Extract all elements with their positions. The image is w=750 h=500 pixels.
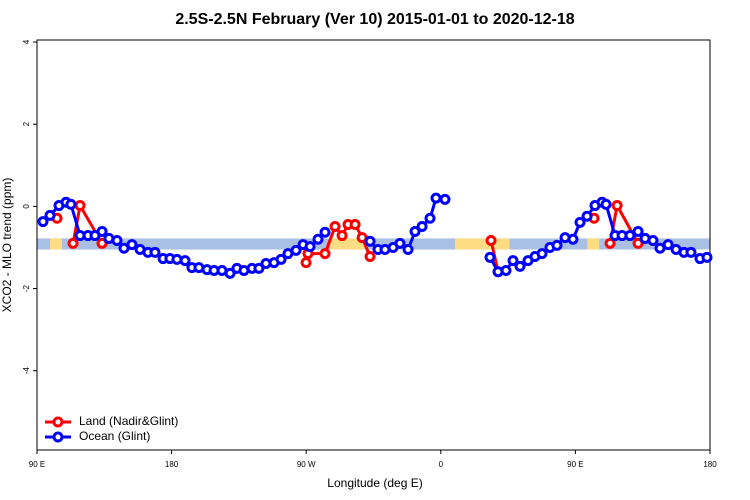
x-tick-label: 90 E <box>567 460 583 469</box>
data-point <box>319 226 331 238</box>
band-highlight <box>455 238 510 250</box>
data-point <box>701 251 713 263</box>
y-tick-label: 0 <box>22 204 31 209</box>
legend-marker <box>52 431 64 443</box>
data-point <box>44 209 56 221</box>
data-point <box>224 267 236 279</box>
data-point <box>536 248 548 260</box>
data-point <box>624 230 636 242</box>
data-point <box>96 225 108 237</box>
data-point <box>485 234 497 246</box>
data-point <box>312 233 324 245</box>
data-point <box>604 237 616 249</box>
data-point <box>484 251 496 263</box>
data-point <box>654 242 666 254</box>
data-point <box>300 257 312 269</box>
legend-label: Ocean (Glint) <box>79 429 150 443</box>
data-point <box>394 237 406 249</box>
data-point <box>402 244 414 256</box>
x-tick-label: 180 <box>165 460 179 469</box>
data-point <box>329 221 341 233</box>
x-tick-label: 180 <box>703 460 717 469</box>
band-highlight <box>50 238 62 250</box>
data-point <box>364 235 376 247</box>
x-axis-label: Longitude (deg E) <box>327 476 422 490</box>
data-point <box>514 260 526 272</box>
data-point <box>364 251 376 263</box>
data-point <box>662 239 674 251</box>
y-tick-label: 4 <box>22 39 31 44</box>
data-point <box>500 264 512 276</box>
data-point <box>507 255 519 267</box>
data-point <box>685 246 697 258</box>
legend-marker <box>52 416 64 428</box>
x-tick-label: 90 E <box>29 460 45 469</box>
data-point <box>349 218 361 230</box>
data-point <box>430 192 442 204</box>
data-point <box>574 216 586 228</box>
data-point <box>179 255 191 267</box>
data-point <box>65 198 77 210</box>
data-point <box>126 239 138 251</box>
data-point <box>149 246 161 258</box>
data-point <box>647 234 659 246</box>
data-point <box>96 237 108 249</box>
data-point <box>439 193 451 205</box>
y-axis-label: XCO2 - MLO trend (ppm) <box>0 178 14 313</box>
chart-title: 2.5S-2.5N February (Ver 10) 2015-01-01 t… <box>175 11 574 28</box>
data-point <box>111 234 123 246</box>
data-point <box>304 241 316 253</box>
data-point <box>581 210 593 222</box>
data-point <box>551 239 563 251</box>
y-tick-label: -2 <box>22 284 31 292</box>
y-tick-label: 2 <box>22 121 31 126</box>
data-point <box>74 200 86 212</box>
data-point <box>409 225 421 237</box>
data-point <box>319 248 331 260</box>
data-point <box>424 212 436 224</box>
x-tick-label: 0 <box>439 460 444 469</box>
legend-label: Land (Nadir&Glint) <box>79 414 178 428</box>
data-point <box>67 237 79 249</box>
data-point <box>632 237 644 249</box>
data-point <box>416 221 428 233</box>
data-point <box>600 198 612 210</box>
band-highlight <box>587 238 600 250</box>
plot-frame <box>36 39 711 451</box>
x-tick-label: 90 W <box>297 460 316 469</box>
data-point <box>290 244 302 256</box>
data-point <box>567 233 579 245</box>
data-point <box>253 262 265 274</box>
data-point <box>611 200 623 212</box>
data-point <box>336 230 348 242</box>
data-point <box>37 216 49 228</box>
data-point <box>275 253 287 265</box>
y-tick-label: -4 <box>22 367 31 375</box>
data-point <box>632 225 644 237</box>
band-highlight <box>330 238 365 250</box>
